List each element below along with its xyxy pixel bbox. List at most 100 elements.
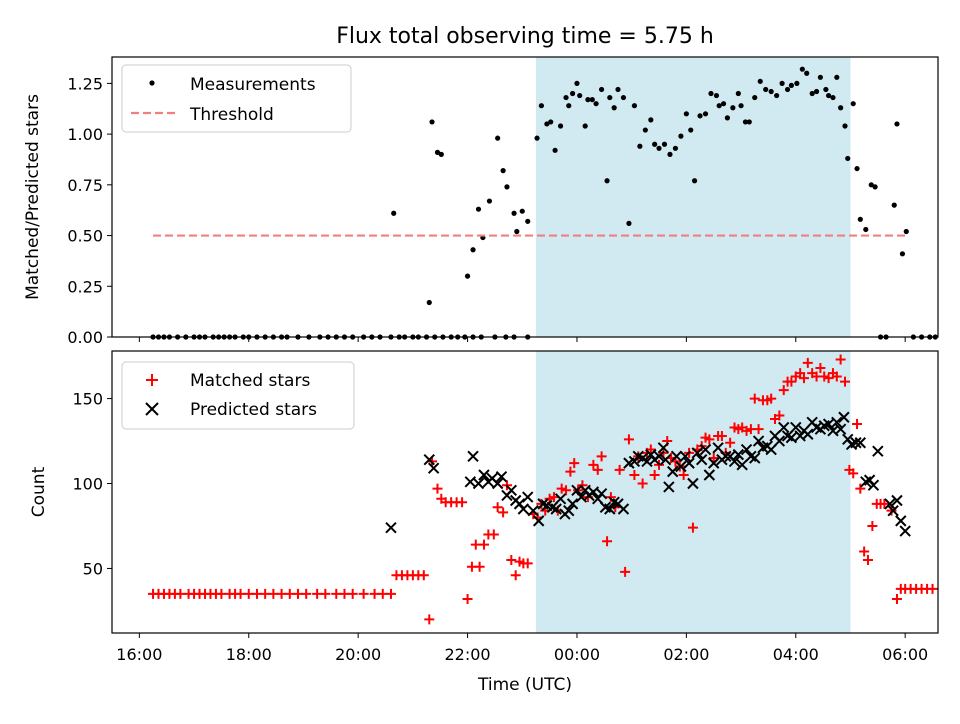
measurement-point <box>768 88 774 95</box>
measurement-point <box>788 82 794 89</box>
measurement-point <box>511 210 517 216</box>
measurement-point <box>794 80 800 86</box>
measurement-point <box>656 145 662 151</box>
measurement-point <box>652 141 658 147</box>
predicted-star-point <box>749 452 761 464</box>
measurement-point <box>845 155 851 162</box>
bottom-legend: Matched stars Predicted stars <box>121 361 355 430</box>
predicted-star-point <box>720 450 732 463</box>
matched-star-point <box>862 554 873 565</box>
predicted-star-point <box>427 462 440 474</box>
top-y-axis-label: Matched/Predicted stars <box>23 94 43 300</box>
measurement-point <box>863 226 869 233</box>
predicted-star-point <box>571 484 583 497</box>
legend-threshold-label: Threshold <box>189 105 274 125</box>
measurement-point <box>724 115 730 121</box>
measurement-point <box>809 90 815 97</box>
x-tick-label: 04:00 <box>773 645 819 664</box>
measurement-point <box>813 88 820 95</box>
measurement-point <box>720 101 727 107</box>
matched-star-point <box>492 502 503 513</box>
measurement-point <box>830 94 836 101</box>
matched-star-point <box>859 546 870 557</box>
matched-star-point <box>457 497 468 508</box>
matched-star-point <box>886 505 897 516</box>
measurement-point <box>582 123 588 129</box>
matched-star-point <box>522 558 533 569</box>
measurement-point <box>642 127 648 133</box>
matched-star-point <box>819 371 830 382</box>
matched-star-point <box>474 561 485 572</box>
matched-star-point <box>766 393 777 404</box>
x-tick-label: 02:00 <box>663 645 709 664</box>
predicted-star-point <box>752 435 765 447</box>
measurement-point <box>534 135 540 141</box>
predicted-star-point <box>663 481 675 493</box>
x-tick-label: 06:00 <box>882 645 928 664</box>
matched-star-point <box>645 444 656 455</box>
measurement-point <box>648 117 654 123</box>
matched-star-point <box>741 425 752 436</box>
x-tick-label: 16:00 <box>116 645 162 664</box>
predicted-star-point <box>867 479 880 491</box>
predicted-star-point <box>385 521 397 534</box>
measurement-point <box>799 66 805 72</box>
measurement-point <box>868 182 874 188</box>
matched-star-point <box>823 373 834 384</box>
predicted-star-point <box>683 457 695 469</box>
x-tick-label: 22:00 <box>445 645 491 664</box>
x-axis-label: Time (UTC) <box>477 675 572 695</box>
measurement-point <box>569 90 576 97</box>
measurement-point <box>557 123 564 129</box>
measurement-point <box>757 78 763 84</box>
y-tick-label: 50 <box>83 559 103 578</box>
legend-predicted-marker <box>145 402 159 416</box>
predicted-star-point <box>899 525 911 537</box>
predicted-star-point <box>517 503 530 515</box>
measurement-point <box>763 86 769 93</box>
measurement-point <box>842 123 848 129</box>
matched-star-point <box>510 570 521 581</box>
measurement-point <box>598 86 605 93</box>
measurement-point <box>475 206 482 212</box>
predicted-star-point <box>532 515 545 527</box>
matched-star-point <box>891 594 902 605</box>
measurement-point <box>678 133 684 139</box>
measurement-point <box>391 210 397 216</box>
x-tick-label: 20:00 <box>335 645 381 664</box>
measurement-point <box>667 151 673 157</box>
legend-matched-label: Matched stars <box>190 371 310 391</box>
matched-star-point <box>708 453 719 464</box>
predicted-star-point <box>691 447 704 459</box>
measurement-point <box>850 101 856 107</box>
measurement-point <box>563 94 569 101</box>
legend-matched-marker <box>146 374 158 386</box>
measurement-point <box>730 105 736 111</box>
measurement-point <box>548 119 554 125</box>
y-tick-label: 1.00 <box>67 125 103 144</box>
measurement-point <box>752 94 758 101</box>
matched-star-point <box>424 614 435 625</box>
measurement-point <box>838 105 844 111</box>
measurement-point <box>525 218 531 224</box>
measurement-point <box>577 92 583 99</box>
measurement-point <box>899 251 906 257</box>
predicted-star-point <box>854 437 867 449</box>
predicted-star-point <box>884 498 896 510</box>
predicted-star-point <box>887 504 899 517</box>
y-tick-label: 0.00 <box>67 328 103 347</box>
measurement-point <box>702 111 709 117</box>
matched-star-point <box>565 466 576 477</box>
measurement-point <box>825 92 832 99</box>
predicted-star-point <box>604 503 616 515</box>
bottom-observing-window <box>535 351 851 633</box>
measurement-point <box>589 97 595 103</box>
matched-star-point <box>802 357 813 368</box>
measurement-point <box>620 94 627 101</box>
measurement-point <box>500 168 506 174</box>
measurement-point <box>672 145 679 151</box>
predicted-star-point <box>554 493 567 505</box>
matched-star-point <box>602 536 613 547</box>
measurement-point <box>854 165 860 172</box>
